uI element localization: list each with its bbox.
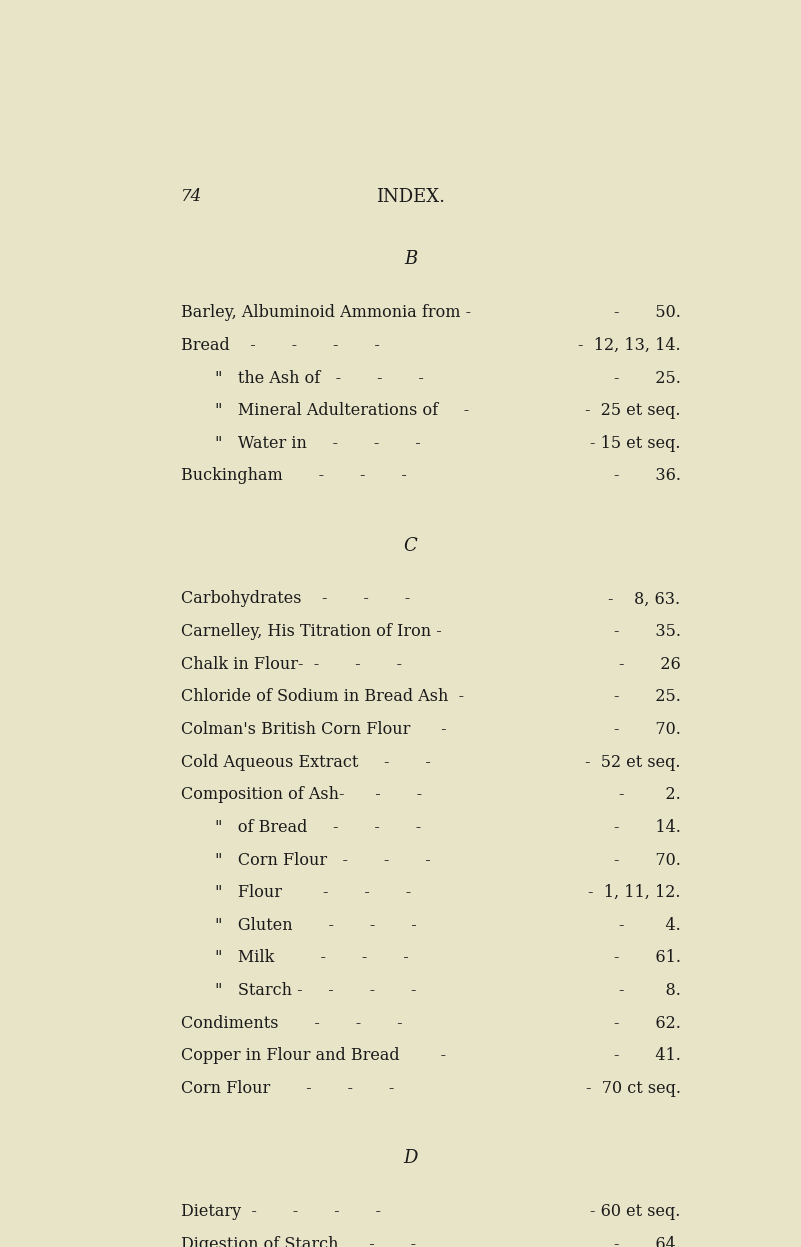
Text: -       35.: - 35. (614, 624, 681, 640)
Text: -       64.: - 64. (614, 1236, 681, 1247)
Text: -       26: - 26 (619, 656, 681, 672)
Text: -  70 ct seq.: - 70 ct seq. (586, 1080, 681, 1097)
Text: Bread    -       -       -       -: Bread - - - - (181, 337, 380, 354)
Text: -       41.: - 41. (614, 1047, 681, 1065)
Text: "   Milk         -       -       -: " Milk - - - (215, 949, 409, 966)
Text: Buckingham       -       -       -: Buckingham - - - (181, 468, 407, 485)
Text: Chloride of Sodium in Bread Ash  -: Chloride of Sodium in Bread Ash - (181, 688, 464, 706)
Text: "   of Bread     -       -       -: " of Bread - - - (215, 819, 421, 835)
Text: D: D (404, 1150, 417, 1167)
Text: -        8.: - 8. (618, 983, 681, 999)
Text: Carbohydrates    -       -       -: Carbohydrates - - - (181, 590, 410, 607)
Text: -       62.: - 62. (614, 1015, 681, 1031)
Text: 74: 74 (181, 188, 202, 205)
Text: INDEX.: INDEX. (376, 188, 445, 206)
Text: "   Water in     -       -       -: " Water in - - - (215, 435, 421, 451)
Text: "   Starch -     -       -       -: " Starch - - - - (215, 983, 417, 999)
Text: -       36.: - 36. (614, 468, 681, 485)
Text: Cold Aqueous Extract     -       -: Cold Aqueous Extract - - (181, 753, 431, 771)
Text: -        2.: - 2. (619, 787, 681, 803)
Text: -        4.: - 4. (619, 917, 681, 934)
Text: -       61.: - 61. (614, 949, 681, 966)
Text: -       70.: - 70. (614, 721, 681, 738)
Text: Chalk in Flour-  -       -       -: Chalk in Flour- - - - (181, 656, 402, 672)
Text: -  25 et seq.: - 25 et seq. (585, 403, 681, 419)
Text: Condiments       -       -       -: Condiments - - - (181, 1015, 402, 1031)
Text: -       50.: - 50. (614, 304, 681, 322)
Text: -       70.: - 70. (614, 852, 681, 869)
Text: Colman's British Corn Flour      -: Colman's British Corn Flour - (181, 721, 446, 738)
Text: -  52 et seq.: - 52 et seq. (585, 753, 681, 771)
Text: "   Corn Flour   -       -       -: " Corn Flour - - - (215, 852, 431, 869)
Text: -    8, 63.: - 8, 63. (609, 590, 681, 607)
Text: Copper in Flour and Bread        -: Copper in Flour and Bread - (181, 1047, 446, 1065)
Text: - 15 et seq.: - 15 et seq. (590, 435, 681, 451)
Text: -  12, 13, 14.: - 12, 13, 14. (578, 337, 681, 354)
Text: B: B (404, 251, 417, 268)
Text: Dietary  -       -       -       -: Dietary - - - - (181, 1203, 380, 1220)
Text: "   Mineral Adulterations of     -: " Mineral Adulterations of - (215, 403, 469, 419)
Text: -  1, 11, 12.: - 1, 11, 12. (588, 884, 681, 902)
Text: Composition of Ash-      -       -: Composition of Ash- - - (181, 787, 422, 803)
Text: Corn Flour       -       -       -: Corn Flour - - - (181, 1080, 394, 1097)
Text: "   Flour        -       -       -: " Flour - - - (215, 884, 411, 902)
Text: -       25.: - 25. (614, 369, 681, 387)
Text: Carnelley, His Titration of Iron -: Carnelley, His Titration of Iron - (181, 624, 441, 640)
Text: - 60 et seq.: - 60 et seq. (590, 1203, 681, 1220)
Text: "   Gluten       -       -       -: " Gluten - - - (215, 917, 417, 934)
Text: Digestion of Starch      -       -: Digestion of Starch - - (181, 1236, 416, 1247)
Text: "   the Ash of   -       -       -: " the Ash of - - - (215, 369, 424, 387)
Text: C: C (404, 536, 417, 555)
Text: -       25.: - 25. (614, 688, 681, 706)
Text: Barley, Albuminoid Ammonia from -: Barley, Albuminoid Ammonia from - (181, 304, 471, 322)
Text: -       14.: - 14. (614, 819, 681, 835)
